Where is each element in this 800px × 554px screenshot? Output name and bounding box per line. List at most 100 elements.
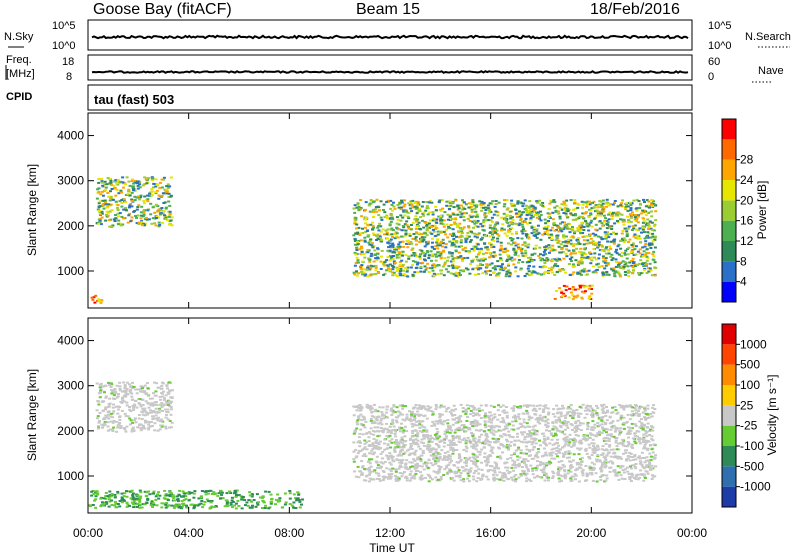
range-gate-cell <box>494 231 498 234</box>
range-gate-cell <box>550 433 554 436</box>
range-gate-cell <box>504 476 508 479</box>
range-gate-cell <box>110 392 114 395</box>
range-gate-cell <box>637 262 641 265</box>
range-gate-cell <box>439 420 443 423</box>
range-gate-cell <box>154 185 158 188</box>
range-gate-cell <box>630 443 634 446</box>
range-gate-cell <box>632 414 636 417</box>
range-gate-cell <box>577 262 581 265</box>
range-gate-cell <box>141 215 145 218</box>
range-gate-cell <box>131 421 135 424</box>
range-gate-cell <box>353 204 357 207</box>
range-gate-cell <box>450 429 454 432</box>
range-gate-cell <box>530 226 534 229</box>
range-gate-cell <box>614 214 618 217</box>
range-gate-cell <box>643 201 646 203</box>
range-gate-cell <box>416 432 420 435</box>
range-gate-cell <box>484 246 488 249</box>
range-gate-cell <box>414 472 418 475</box>
range-gate-cell <box>586 421 590 424</box>
range-gate-cell <box>505 427 509 430</box>
range-gate-cell <box>511 216 514 219</box>
range-gate-cell <box>470 431 473 434</box>
range-gate-cell <box>409 266 413 269</box>
range-gate-cell <box>419 471 422 474</box>
range-gate-cell <box>428 211 432 214</box>
range-gate-cell <box>119 189 123 192</box>
range-gate-cell <box>375 477 379 480</box>
range-gate-cell <box>510 259 514 262</box>
range-gate-cell <box>470 445 474 448</box>
range-gate-cell <box>550 448 554 451</box>
range-gate-cell <box>615 436 619 439</box>
range-gate-cell <box>389 228 393 231</box>
range-gate-cell <box>438 457 442 460</box>
range-gate-cell <box>644 205 648 208</box>
range-gate-cell <box>588 296 592 299</box>
range-gate-cell <box>476 225 480 228</box>
range-gate-cell <box>435 438 439 441</box>
range-gate-cell <box>392 425 396 428</box>
range-gate-cell <box>430 201 434 204</box>
range-gate-cell <box>483 424 487 427</box>
range-gate-cell <box>620 213 624 216</box>
range-gate-cell <box>488 235 492 238</box>
range-gate-cell <box>521 243 525 246</box>
range-gate-cell <box>604 272 608 275</box>
range-gate-cell <box>450 412 454 415</box>
range-gate-cell <box>165 192 169 195</box>
range-gate-cell <box>516 275 520 278</box>
range-gate-cell <box>454 265 458 268</box>
range-gate-cell <box>462 257 466 260</box>
range-gate-cell <box>413 237 417 240</box>
range-gate-cell <box>523 275 527 277</box>
range-gate-cell <box>448 201 452 204</box>
range-gate-cell <box>166 387 169 390</box>
range-gate-cell <box>648 430 652 432</box>
range-gate-cell <box>538 414 542 417</box>
range-gate-cell <box>361 232 365 234</box>
range-gate-cell <box>418 248 422 251</box>
range-gate-cell <box>420 424 424 427</box>
range-gate-cell <box>479 258 483 261</box>
range-gate-cell <box>580 269 584 272</box>
range-gate-cell <box>617 448 621 451</box>
range-gate-cell <box>370 242 374 245</box>
range-gate-cell <box>499 479 503 481</box>
range-gate-cell <box>484 460 488 463</box>
range-gate-cell <box>622 267 626 270</box>
range-gate-cell <box>467 469 471 472</box>
range-gate-cell <box>438 456 442 458</box>
range-gate-cell <box>434 245 438 248</box>
range-gate-cell <box>627 275 631 278</box>
range-gate-cell <box>544 222 548 225</box>
range-gate-cell <box>170 216 174 219</box>
range-gate-cell <box>450 264 454 267</box>
range-gate-cell <box>476 477 480 480</box>
range-gate-cell <box>515 231 518 233</box>
range-gate-cell <box>357 272 361 275</box>
range-gate-cell <box>644 439 648 442</box>
range-gate-cell <box>517 462 521 465</box>
range-gate-cell <box>433 264 437 267</box>
range-gate-cell <box>160 406 164 408</box>
range-gate-cell <box>488 441 492 444</box>
range-gate-cell <box>526 212 530 215</box>
range-gate-cell <box>111 421 115 424</box>
range-gate-cell <box>631 225 635 228</box>
range-gate-cell <box>361 253 365 255</box>
range-gate-cell <box>551 218 555 221</box>
range-gate-cell <box>556 237 560 240</box>
range-gate-cell <box>395 235 398 238</box>
range-gate-cell <box>376 256 379 259</box>
range-gate-cell <box>408 232 412 235</box>
range-gate-cell <box>434 450 438 453</box>
cpid-text: tau (fast) 503 <box>94 92 174 107</box>
range-gate-cell <box>387 473 391 476</box>
range-gate-cell <box>366 266 370 269</box>
range-gate-cell <box>523 436 527 439</box>
range-gate-cell <box>120 191 124 194</box>
range-gate-cell <box>455 257 459 260</box>
range-gate-cell <box>385 200 389 203</box>
range-gate-cell <box>478 200 482 203</box>
